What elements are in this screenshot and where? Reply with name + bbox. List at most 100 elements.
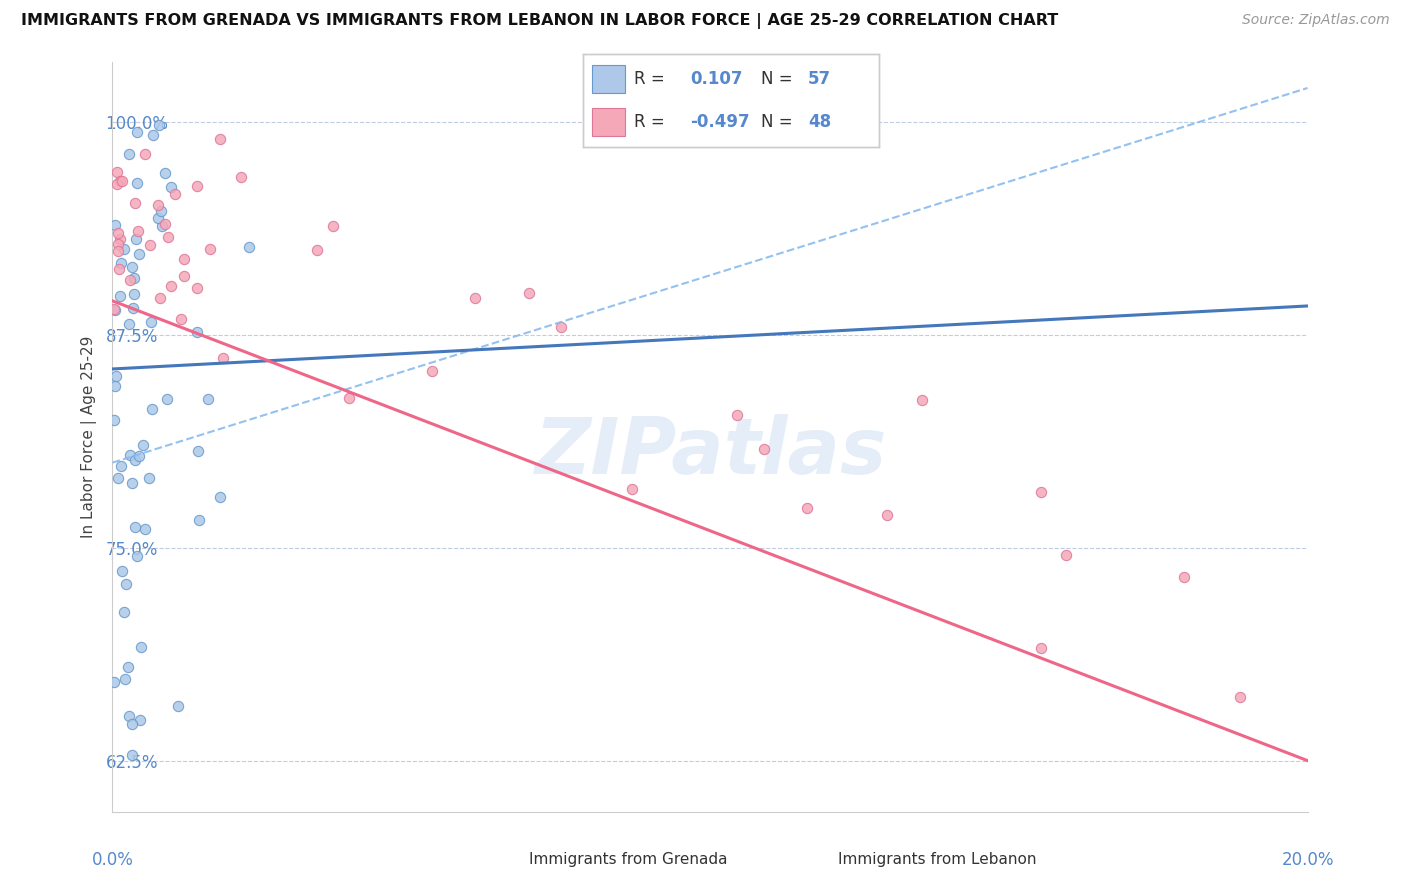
Text: Immigrants from Lebanon: Immigrants from Lebanon: [838, 853, 1036, 867]
Point: [186, 178, 208, 193]
Point: [121, 716, 143, 731]
Point: [118, 318, 141, 332]
Text: N =: N =: [761, 70, 792, 87]
Point: [159, 279, 181, 293]
Text: R =: R =: [634, 70, 665, 87]
Point: [173, 252, 195, 266]
Text: IMMIGRANTS FROM GRENADA VS IMMIGRANTS FROM LEBANON IN LABOR FORCE | AGE 25-29 CO: IMMIGRANTS FROM GRENADA VS IMMIGRANTS FR…: [21, 13, 1059, 29]
Point: [108, 289, 131, 303]
FancyBboxPatch shape: [592, 108, 624, 136]
Point: [186, 325, 208, 339]
Point: [550, 320, 572, 334]
Point: [121, 475, 143, 490]
Point: [322, 219, 344, 233]
Point: [170, 311, 193, 326]
Point: [149, 203, 172, 218]
Point: [118, 709, 141, 723]
Point: [305, 243, 328, 257]
Point: [118, 146, 141, 161]
Point: [108, 232, 131, 246]
Point: [105, 178, 128, 192]
Point: [139, 238, 162, 252]
Point: [1029, 641, 1052, 656]
Point: [129, 713, 152, 727]
Point: [122, 301, 145, 316]
Point: [166, 698, 188, 713]
Point: [1054, 548, 1077, 562]
Point: [229, 169, 252, 184]
Point: [157, 230, 180, 244]
Point: [517, 286, 540, 301]
Point: [103, 302, 125, 317]
Point: [197, 392, 219, 407]
Point: [209, 132, 232, 146]
Point: [111, 174, 134, 188]
Point: [1229, 690, 1251, 705]
Point: [725, 408, 748, 422]
Point: [1173, 570, 1195, 584]
Point: [134, 147, 156, 161]
Point: [125, 232, 148, 246]
Point: [149, 291, 172, 305]
Point: [122, 271, 145, 285]
Point: [163, 187, 186, 202]
Text: N =: N =: [761, 113, 792, 131]
Text: ZIPatlas: ZIPatlas: [534, 414, 886, 490]
Text: -0.497: -0.497: [690, 113, 749, 131]
Point: [187, 444, 209, 458]
Point: [118, 448, 141, 462]
Point: [124, 520, 146, 534]
Point: [132, 438, 155, 452]
Point: [117, 659, 139, 673]
Point: [156, 392, 179, 407]
Point: [134, 522, 156, 536]
Point: [104, 379, 127, 393]
Text: Immigrants from Grenada: Immigrants from Grenada: [529, 853, 727, 867]
Point: [110, 256, 132, 270]
Point: [339, 391, 361, 405]
Point: [122, 287, 145, 301]
Point: [1031, 484, 1053, 499]
Text: 48: 48: [808, 113, 831, 131]
Point: [103, 674, 125, 689]
Point: [464, 291, 486, 305]
Point: [148, 118, 170, 132]
Point: [146, 211, 169, 225]
Point: [153, 218, 176, 232]
Point: [112, 605, 135, 619]
Point: [150, 219, 173, 233]
Point: [141, 402, 163, 417]
Point: [153, 166, 176, 180]
Point: [112, 242, 135, 256]
Point: [128, 449, 150, 463]
Point: [105, 165, 128, 179]
Point: [208, 490, 231, 504]
Point: [107, 237, 129, 252]
Point: [146, 197, 169, 211]
Point: [103, 413, 125, 427]
Point: [173, 268, 195, 283]
Point: [620, 482, 643, 496]
Point: [110, 174, 132, 188]
Text: R =: R =: [634, 113, 665, 131]
Point: [910, 392, 932, 407]
Text: Source: ZipAtlas.com: Source: ZipAtlas.com: [1241, 13, 1389, 28]
Point: [118, 273, 141, 287]
Text: 57: 57: [808, 70, 831, 87]
Point: [129, 640, 152, 654]
Point: [200, 242, 222, 256]
Point: [104, 303, 127, 318]
Point: [127, 549, 149, 564]
Point: [127, 125, 149, 139]
Point: [121, 260, 143, 275]
Point: [187, 513, 209, 527]
Point: [114, 672, 136, 686]
Point: [160, 180, 183, 194]
Point: [115, 577, 138, 591]
Point: [125, 176, 148, 190]
Point: [876, 508, 898, 522]
Point: [127, 224, 149, 238]
Point: [420, 364, 443, 378]
Point: [107, 244, 129, 258]
Point: [186, 280, 208, 294]
